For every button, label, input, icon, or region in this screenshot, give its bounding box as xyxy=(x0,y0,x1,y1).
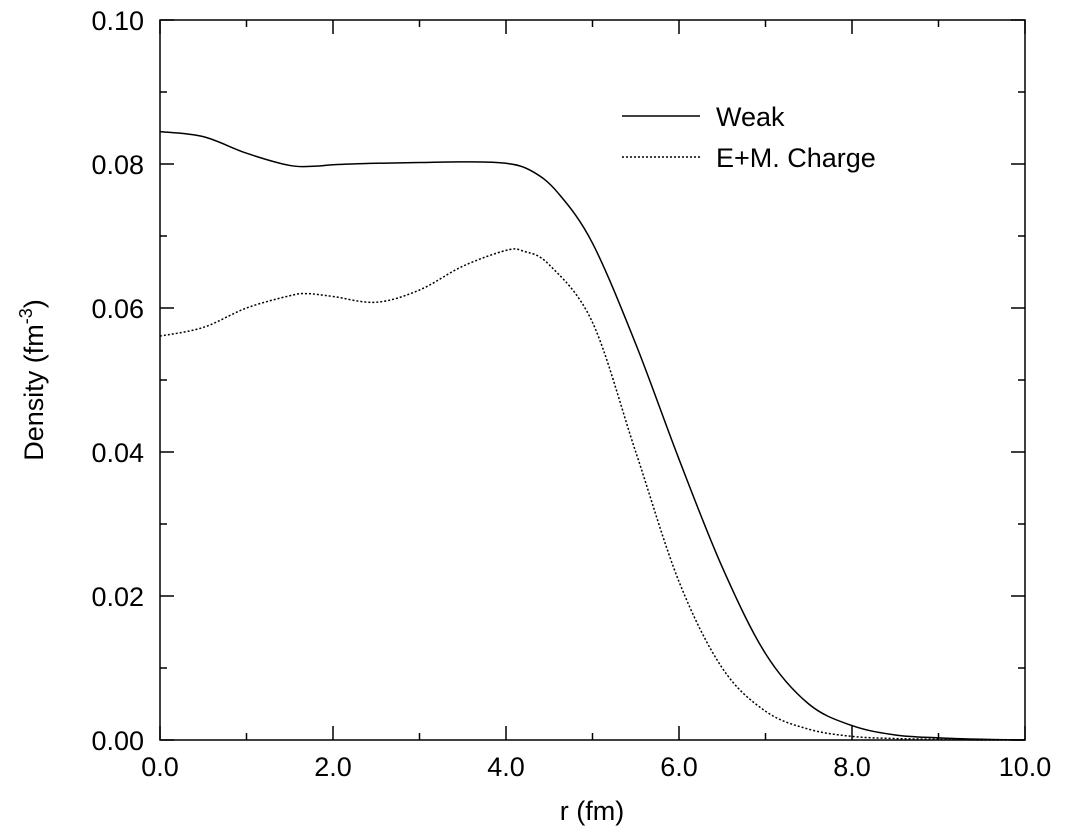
y-axis-title-superscript: -3 xyxy=(16,308,36,324)
y-axis-title: Density (fm-3) xyxy=(16,299,49,461)
y-tick-label: 0.06 xyxy=(91,294,144,324)
x-tick-label: 10.0 xyxy=(999,752,1052,782)
legend-charge-label: E+M. Charge xyxy=(716,143,876,173)
x-tick-label: 0.0 xyxy=(141,752,179,782)
x-tick-label: 4.0 xyxy=(487,752,525,782)
y-axis-title-main: Density (fm xyxy=(19,324,49,461)
y-tick-label: 0.00 xyxy=(91,726,144,756)
plot-frame xyxy=(159,19,1026,741)
x-tick-label: 6.0 xyxy=(660,752,698,782)
axis-tick-labels: 0.0 2.0 4.0 6.0 8.0 10.0 0.00 0.02 0.04 0.06 0.08 0… xyxy=(91,6,1051,782)
y-axis-title-suffix: ) xyxy=(19,299,49,308)
legend-weak-label: Weak xyxy=(716,102,785,132)
axis-ticks xyxy=(159,19,1026,741)
x-tick-label: 2.0 xyxy=(314,752,352,782)
x-tick-label: 8.0 xyxy=(833,752,871,782)
x-axis-title: r (fm) xyxy=(560,796,624,826)
y-tick-label: 0.04 xyxy=(91,438,144,468)
legend: Weak E+M. Charge xyxy=(622,102,876,173)
series-em-charge-line xyxy=(159,248,1026,741)
y-tick-label: 0.02 xyxy=(91,582,144,612)
y-tick-label: 0.10 xyxy=(91,6,144,36)
series-layer xyxy=(159,130,1026,741)
y-tick-label: 0.08 xyxy=(91,150,144,180)
series-weak-line xyxy=(159,130,1026,741)
